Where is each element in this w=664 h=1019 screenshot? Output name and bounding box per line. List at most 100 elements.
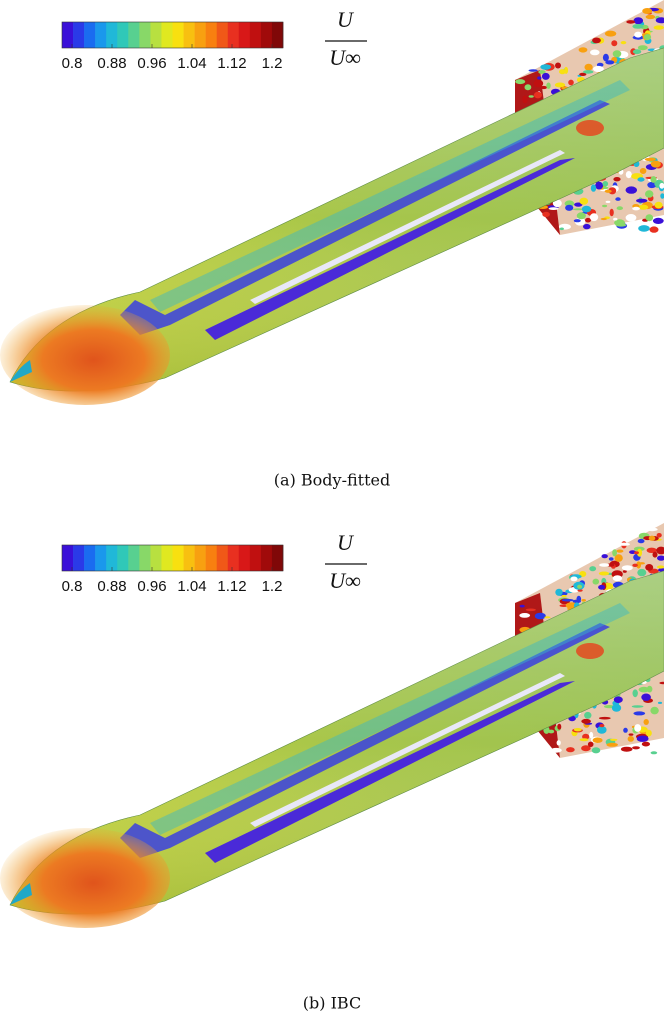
vortex-blob — [608, 187, 617, 195]
vortex-blob — [559, 227, 564, 231]
colorbar-band — [260, 22, 273, 48]
vortex-blob — [602, 186, 609, 190]
vortex-blob — [585, 217, 591, 223]
blue-stripe — [205, 681, 575, 863]
vortex-blob — [533, 91, 542, 99]
vortex-blob — [592, 37, 601, 44]
nose-region — [0, 828, 170, 928]
body-shading — [10, 48, 664, 392]
vortex-blob — [606, 742, 618, 747]
vortex-blob — [653, 745, 662, 749]
vortex-blob — [645, 729, 652, 737]
colorbar-band — [238, 545, 251, 571]
vortex-blob — [555, 62, 561, 69]
colorbar-band — [172, 22, 184, 48]
vortex-blob — [554, 82, 566, 88]
vortex-blob — [577, 589, 583, 592]
colorbar-band — [117, 545, 129, 571]
vortex-blob — [650, 706, 659, 715]
vortex-blob — [658, 568, 664, 572]
vortex-blob — [540, 64, 552, 70]
vortex-blob — [627, 736, 634, 742]
vortex-blob — [620, 746, 633, 752]
vortex-blob — [637, 568, 647, 577]
variable-numerator: U — [337, 530, 355, 555]
vortex-blob — [609, 738, 618, 741]
vortex-blob — [636, 561, 641, 569]
variable-denominator: U∞ — [329, 45, 361, 70]
vortex-blob — [654, 201, 663, 209]
vortex-blob — [613, 217, 618, 221]
vortex-blob — [605, 200, 611, 203]
vortex-blob — [657, 701, 663, 704]
vortex-blob — [656, 533, 662, 538]
vortex-blob — [537, 76, 542, 80]
vortex-blob — [522, 95, 528, 104]
vortex-blob — [579, 72, 587, 76]
colorbar-band — [62, 545, 74, 571]
vortex-blob — [601, 554, 608, 559]
body — [0, 47, 664, 405]
colorbar-band — [249, 545, 262, 571]
colorbar-frame — [61, 544, 284, 572]
vortex-blob — [614, 554, 623, 562]
vortex-blob — [566, 747, 575, 753]
vortex-blob — [632, 689, 638, 698]
colorbar-band — [249, 22, 262, 48]
vortex-blob — [598, 584, 606, 590]
vortex-blob — [637, 538, 645, 544]
body-shading — [10, 571, 664, 915]
vortex-blob — [623, 727, 628, 733]
colorbar-tick-label: 0.96 — [137, 578, 166, 595]
vortex-blob — [632, 563, 638, 567]
vortex-blob — [604, 189, 612, 193]
panel-caption: (a) Body-fitted — [274, 471, 390, 490]
colorbar-band — [106, 22, 118, 48]
vortex-blob — [561, 594, 567, 598]
vortex-blob — [556, 740, 561, 746]
vortex-blob — [589, 566, 597, 572]
nose-tip — [10, 360, 32, 382]
vortex-blob — [584, 711, 592, 719]
vortex-blob — [605, 60, 615, 65]
vortex-blob — [541, 72, 550, 80]
vortex-blob — [574, 202, 583, 207]
vortex-blob — [646, 547, 657, 553]
vortex-blob — [602, 53, 609, 62]
colorbar-band — [150, 22, 162, 48]
vortex-blob — [572, 599, 581, 604]
vortex-blob — [636, 198, 648, 203]
colorbar-band — [227, 22, 240, 48]
vortex-blob — [590, 184, 597, 192]
vortex-blob — [613, 177, 621, 182]
nose-region — [0, 305, 170, 405]
colorbar-tick-label: 1.04 — [177, 578, 206, 595]
colorbar-band — [216, 545, 229, 571]
vortex-blob — [525, 608, 536, 612]
vortex-blob — [581, 205, 592, 213]
colorbar-band — [84, 545, 96, 571]
vortex-blob — [598, 571, 610, 576]
vortex-blob — [655, 17, 664, 24]
vortex-blob — [576, 212, 586, 220]
vortex-blob — [533, 79, 544, 88]
colorbar-band — [238, 22, 251, 48]
vortex-blob — [620, 41, 627, 45]
colorbar-band — [194, 22, 206, 48]
colorbar-band — [271, 22, 284, 48]
colorbar-tick-label: 1.12 — [217, 578, 246, 595]
vortex-blob — [607, 563, 615, 567]
colorbar-band — [227, 545, 240, 571]
colorbar-band — [84, 22, 96, 48]
colorbar-tick-label: 0.8 — [62, 578, 83, 595]
vortex-blob — [652, 551, 658, 558]
vortex-blob — [581, 745, 591, 752]
body — [0, 570, 664, 928]
vortex-blob — [632, 24, 644, 29]
vortex-blob — [634, 31, 642, 38]
vortex-blob — [593, 65, 604, 73]
colorbar-band — [172, 545, 184, 571]
vortex-blob — [528, 95, 534, 98]
vortex-blob — [644, 157, 656, 162]
